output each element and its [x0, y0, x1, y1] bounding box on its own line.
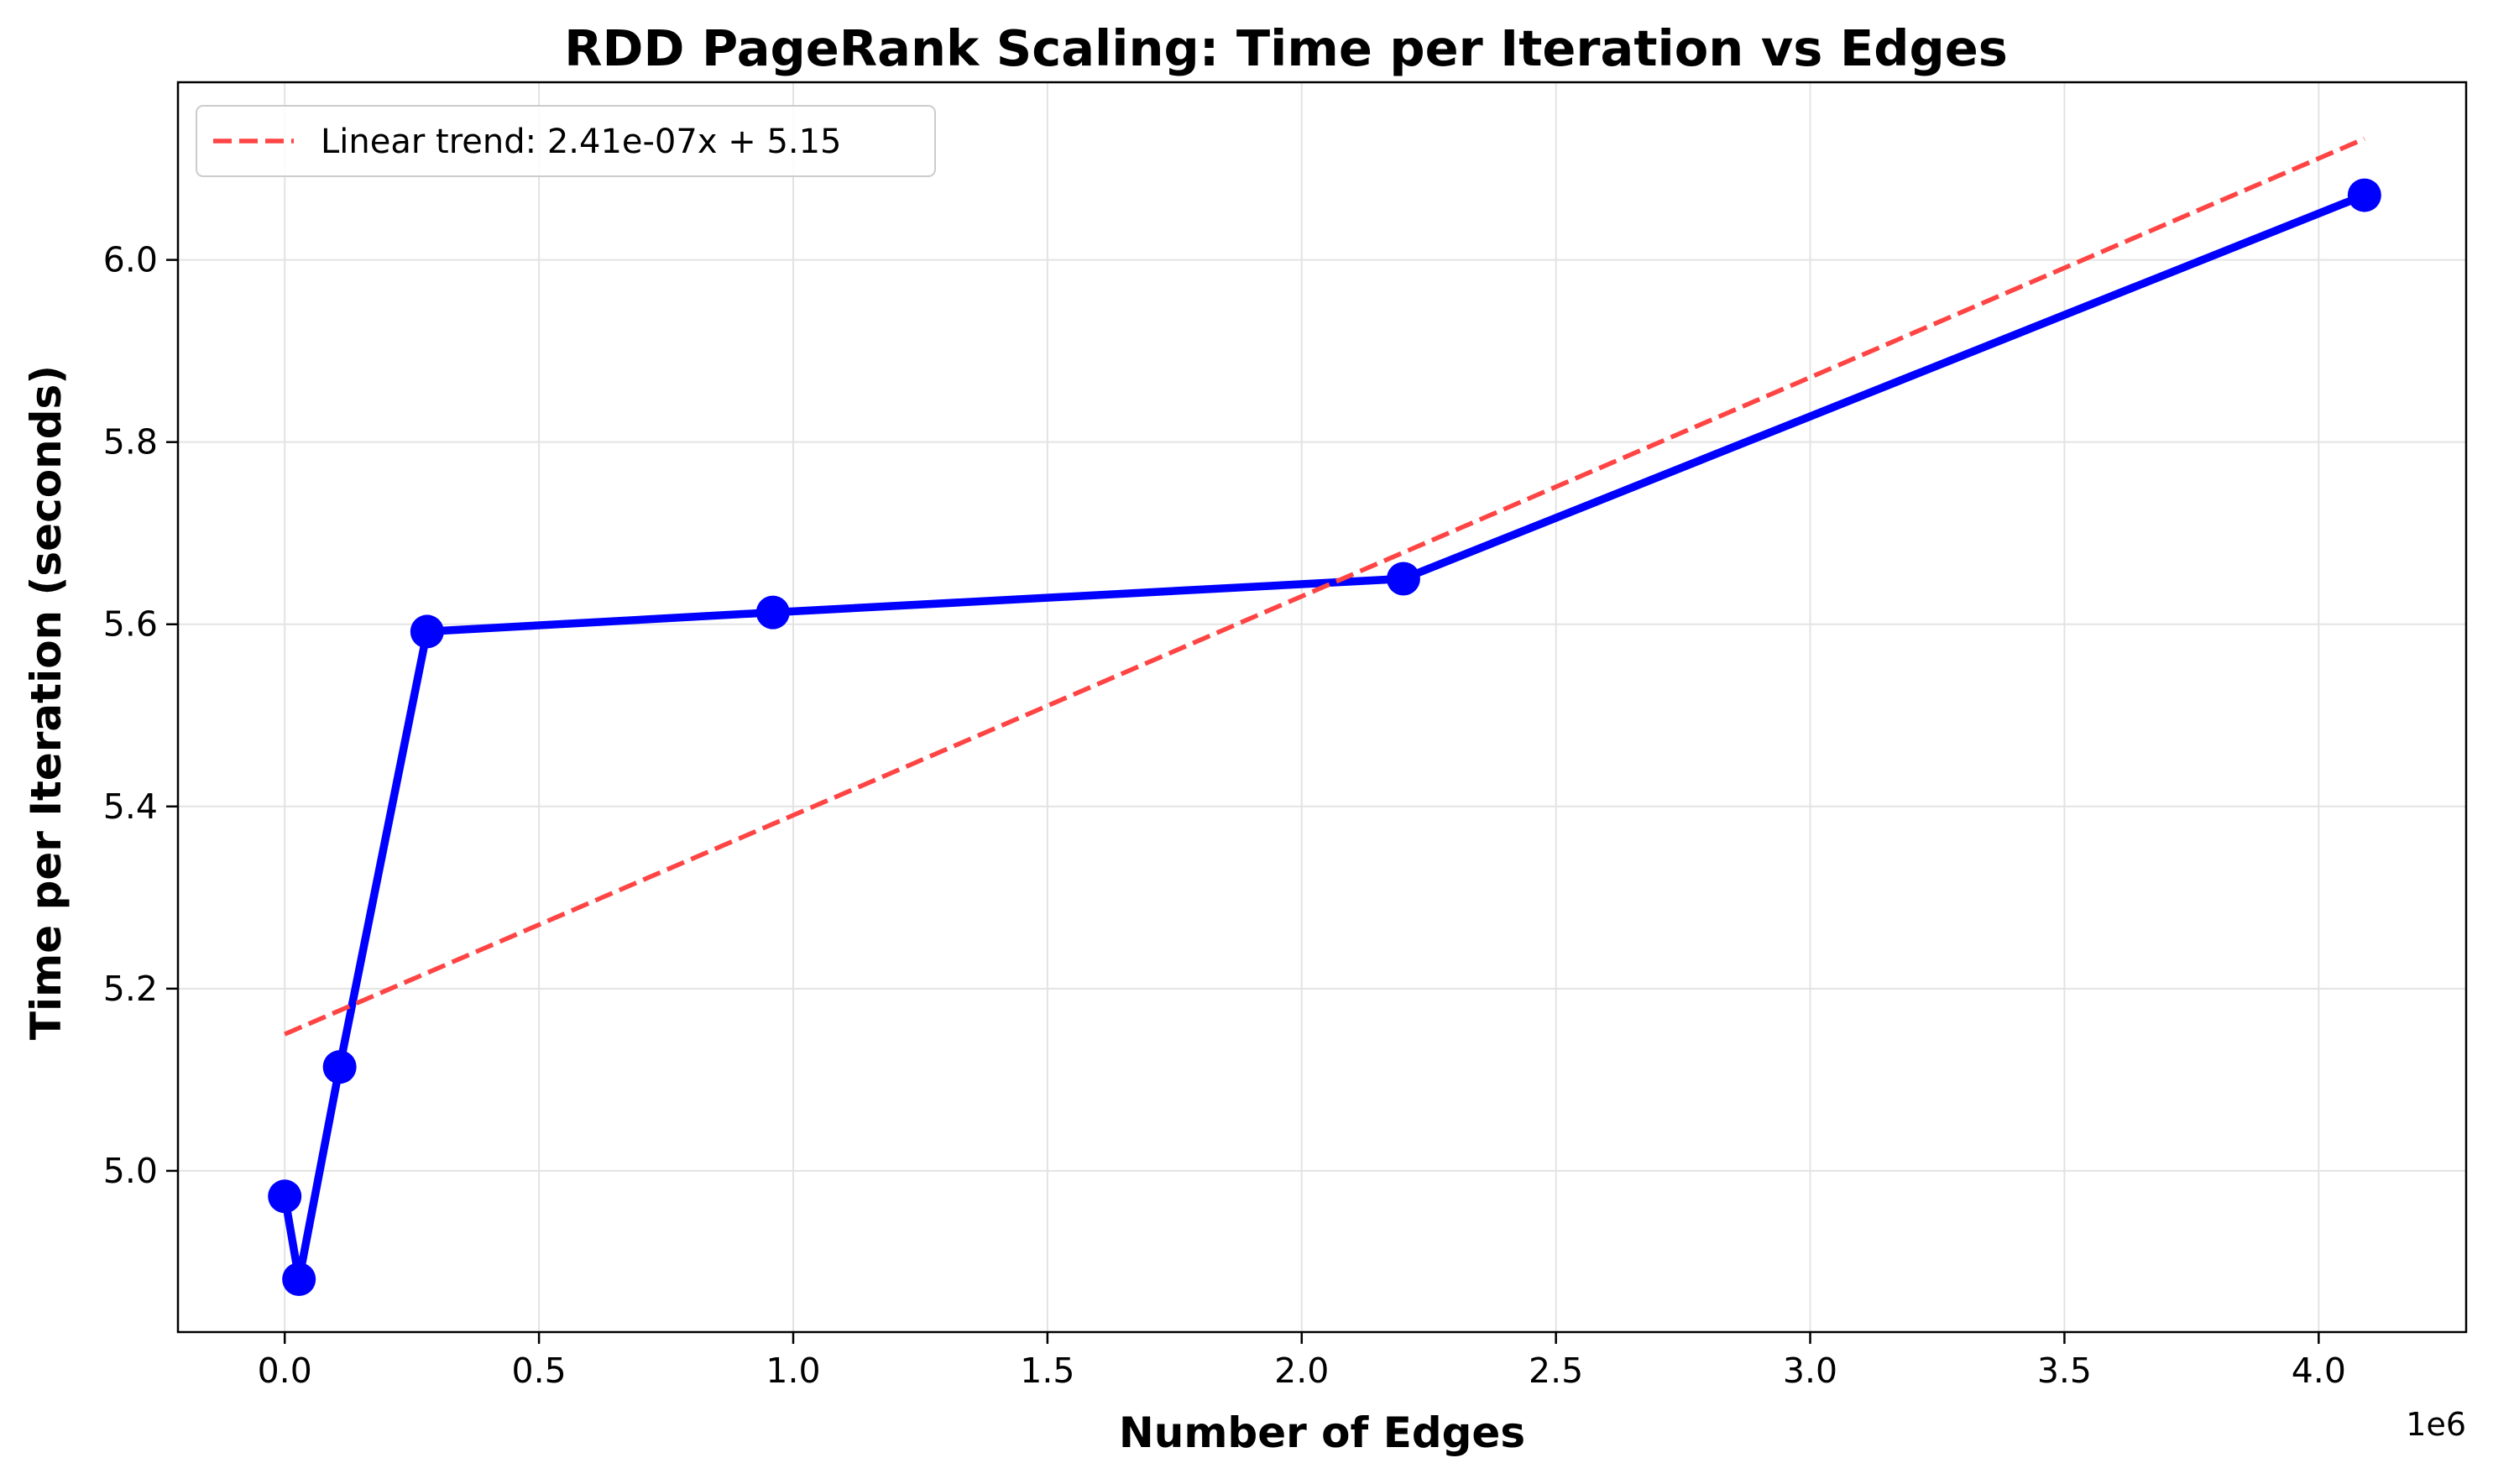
- plot-frame: [176, 81, 2468, 1334]
- data-point: [282, 1262, 316, 1297]
- trend-line: [284, 136, 2365, 1037]
- data-point: [322, 1050, 357, 1084]
- x-tick-label: 2.5: [1529, 1351, 1583, 1391]
- y-tick-label: 5.6: [103, 604, 158, 645]
- x-tick-label: 2.0: [1274, 1351, 1329, 1391]
- y-tick-label: 5.2: [103, 969, 158, 1009]
- y-axis-label: Time per Iteration (seconds): [22, 365, 71, 1040]
- y-tick-label: 5.0: [103, 1151, 158, 1191]
- x-axis-label: Number of Edges: [1119, 1408, 1525, 1457]
- x-tick-label: 0.0: [258, 1351, 312, 1391]
- y-axis: 5.0 5.2 5.4 5.6 5.8 6.0: [103, 240, 178, 1191]
- x-axis-offset-label: 1e6: [2406, 1406, 2466, 1443]
- data-point: [1386, 562, 1420, 596]
- y-tick-label: 5.8: [103, 422, 158, 462]
- legend-box: [196, 105, 936, 177]
- legend: Linear trend: 2.41e-07x + 5.15: [196, 105, 936, 177]
- data-point: [410, 614, 444, 649]
- x-tick-label: 4.0: [2292, 1351, 2346, 1391]
- x-tick-label: 1.5: [1020, 1351, 1074, 1391]
- x-axis: 0.0 0.5 1.0 1.5 2.0 2.5 3.0 3.5 4.0: [258, 1332, 2346, 1391]
- data-point: [755, 595, 790, 630]
- y-tick-label: 6.0: [103, 240, 158, 280]
- chart-title: RDD PageRank Scaling: Time per Iteration…: [564, 19, 2008, 77]
- gridlines: [178, 82, 2466, 1332]
- plot-series: [268, 136, 2381, 1297]
- x-tick-label: 3.0: [1783, 1351, 1837, 1391]
- legend-label-linear-trend: Linear trend: 2.41e-07x + 5.15: [321, 123, 842, 161]
- x-tick-label: 0.5: [511, 1351, 566, 1391]
- x-tick-label: 1.0: [766, 1351, 820, 1391]
- data-point: [268, 1179, 302, 1214]
- y-tick-label: 5.4: [103, 786, 158, 827]
- data-point: [2347, 178, 2381, 212]
- x-tick-label: 3.5: [2037, 1351, 2092, 1391]
